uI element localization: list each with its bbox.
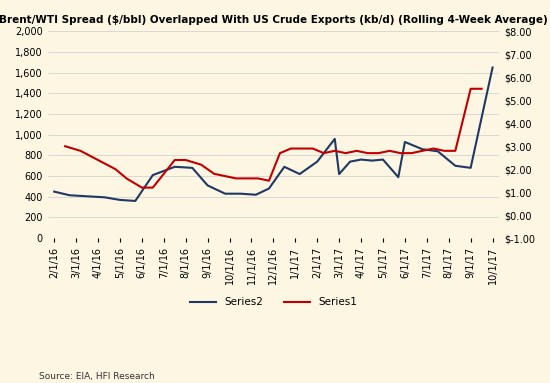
Series1 (211, 172, 217, 176)
Legend: Series2, Series1: Series2, Series1 (185, 293, 361, 311)
Series1 (233, 176, 239, 181)
Series2 (296, 172, 303, 176)
Series1 (408, 151, 415, 155)
Series2 (117, 198, 123, 202)
Series1 (452, 149, 459, 153)
Series1 (441, 149, 448, 153)
Series2 (336, 172, 343, 176)
Series1 (150, 185, 156, 190)
Series2 (204, 183, 211, 188)
Series1 (161, 172, 167, 176)
Series2 (281, 165, 288, 169)
Series2 (434, 149, 441, 154)
Series2 (252, 192, 259, 197)
Title: Brent/WTI Spread ($/bbl) Overlapped With US Crude Exports (kb/d) (Rolling 4-Week: Brent/WTI Spread ($/bbl) Overlapped With… (0, 15, 548, 25)
Series2 (358, 157, 364, 162)
Series2 (222, 192, 228, 196)
Series1 (299, 146, 305, 151)
Series1 (288, 146, 294, 151)
Series1 (172, 158, 178, 162)
Series1 (255, 176, 261, 181)
Series1 (266, 178, 272, 183)
Series1 (343, 151, 349, 155)
Series2 (332, 137, 338, 141)
Series2 (402, 140, 408, 144)
Series2 (172, 165, 178, 169)
Series1 (198, 162, 205, 167)
Series2 (419, 147, 426, 152)
Series1 (244, 176, 250, 181)
Series2 (395, 175, 402, 180)
Series2 (468, 165, 474, 170)
Series2 (51, 189, 58, 194)
Series1 (222, 174, 228, 178)
Series1 (468, 87, 474, 91)
Series2 (66, 193, 73, 198)
Series2 (347, 159, 354, 164)
Text: Source: EIA, HFI Research: Source: EIA, HFI Research (39, 372, 154, 381)
Series2 (237, 192, 244, 196)
Series1 (386, 149, 393, 153)
Series1 (332, 149, 338, 153)
Series2 (132, 199, 139, 203)
Series1 (277, 151, 283, 155)
Series2 (314, 159, 321, 164)
Series1 (430, 146, 437, 151)
Series1 (183, 158, 189, 162)
Line: Series2: Series2 (54, 67, 493, 201)
Series1 (139, 185, 145, 190)
Line: Series1: Series1 (65, 89, 482, 188)
Series1 (364, 151, 371, 155)
Series2 (266, 186, 272, 191)
Series1 (478, 87, 485, 91)
Series1 (123, 176, 130, 181)
Series2 (150, 173, 156, 177)
Series1 (375, 151, 382, 155)
Series2 (368, 158, 375, 163)
Series1 (77, 149, 84, 153)
Series2 (189, 165, 196, 170)
Series1 (62, 144, 68, 149)
Series2 (490, 65, 496, 70)
Series1 (95, 158, 101, 162)
Series1 (310, 146, 316, 151)
Series1 (321, 151, 327, 155)
Series1 (353, 149, 360, 153)
Series2 (84, 194, 90, 198)
Series1 (397, 151, 404, 155)
Series2 (101, 195, 108, 200)
Series2 (452, 164, 459, 168)
Series2 (379, 157, 386, 162)
Series1 (419, 149, 426, 153)
Series1 (112, 167, 119, 172)
